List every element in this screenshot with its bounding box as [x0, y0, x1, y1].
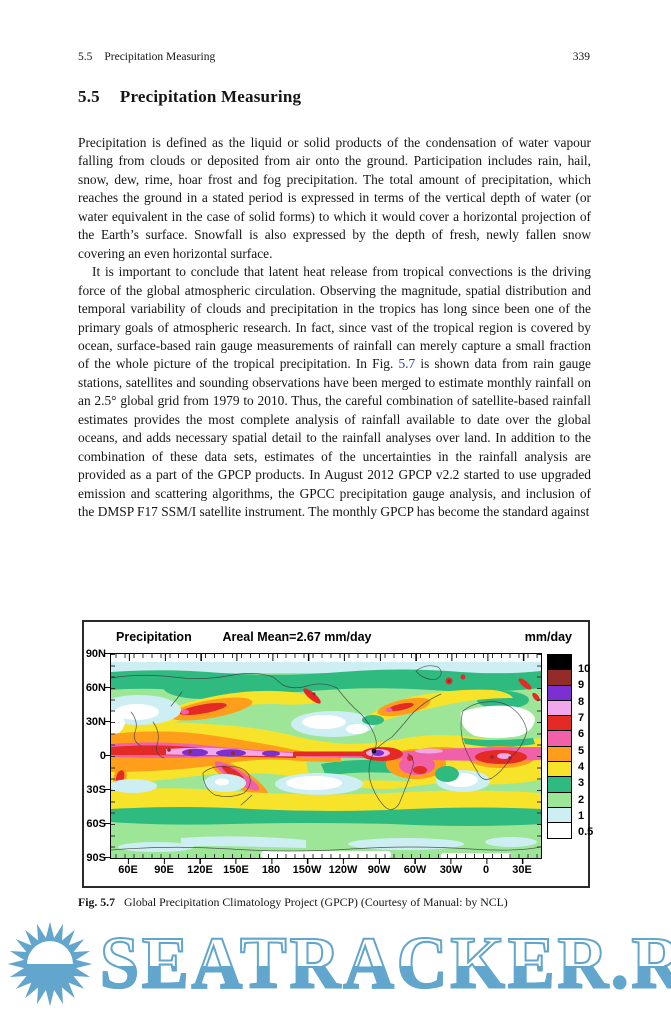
sun-logo-icon	[7, 921, 93, 1007]
left-axis-major-ticks	[104, 653, 110, 859]
colorbar-swatch	[547, 669, 572, 686]
colorbar-label-2: 2	[578, 794, 585, 806]
body-text: Precipitation is defined as the liquid o…	[78, 134, 591, 522]
figure-5-7-link[interactable]: 5.7	[398, 356, 416, 372]
colorbar-swatch	[547, 745, 572, 763]
figure-caption-text: Global Precipitation Climatology Project…	[124, 895, 508, 909]
paragraph-2-text: It is important to conclude that latent …	[78, 264, 591, 372]
colorbar-swatch	[547, 776, 572, 793]
figure-unit-label: mm/day	[524, 630, 572, 644]
colorbar-label-8: 8	[578, 696, 585, 708]
lon-label-90w: 90W	[367, 864, 391, 876]
running-section-number: 5.5	[78, 51, 93, 63]
lon-label-90e: 90E	[154, 864, 174, 876]
colorbar-swatch	[547, 791, 572, 808]
colorbar-swatch	[547, 715, 572, 732]
lon-label-30e: 30E	[512, 864, 532, 876]
colorbar-swatch	[547, 699, 572, 717]
colorbar-label-4: 4	[578, 761, 585, 773]
lon-label-60w: 60W	[403, 864, 427, 876]
page-number: 339	[572, 51, 590, 63]
lon-label-60e: 60E	[118, 864, 138, 876]
gpcp-map-svg	[111, 654, 541, 858]
watermark-text: SEATRACKER.RU	[99, 925, 671, 1001]
colorbar-label-10: 10	[578, 663, 591, 675]
lat-label-60s: 60S	[86, 818, 106, 830]
figure-5-7: Precipitation Areal Mean=2.67 mm/day mm/…	[82, 620, 593, 888]
lon-label-120e: 120E	[187, 864, 213, 876]
colorbar-swatch	[547, 822, 572, 839]
lat-label-90s: 90S	[86, 852, 106, 864]
colorbar-swatch	[547, 761, 572, 778]
lon-label-120w: 120W	[328, 864, 358, 876]
colorbar-swatch	[547, 654, 572, 671]
colorbar-label-1: 1	[578, 810, 585, 822]
colorbar-label-6: 6	[578, 728, 585, 740]
colorbar-swatch	[547, 806, 572, 824]
figure-caption: Fig. 5.7 Global Precipitation Climatology…	[78, 895, 591, 910]
lon-label-180: 180	[261, 864, 281, 876]
running-header-left: 5.5 Precipitation Measuring	[78, 51, 215, 63]
colorbar-label-5: 5	[578, 745, 585, 757]
colorbar-label-3: 3	[578, 777, 585, 789]
lat-label-30s: 30S	[86, 784, 106, 796]
lon-label-150e: 150E	[223, 864, 249, 876]
section-heading: 5.5 Precipitation Measuring	[78, 87, 301, 107]
lon-label-150w: 150W	[292, 864, 322, 876]
bottom-axis-major-ticks	[110, 858, 540, 864]
paragraph-2-text-cont: is shown data from rain gauge stations, …	[78, 356, 591, 520]
paragraph-1: Precipitation is defined as the liquid o…	[78, 135, 591, 261]
colorbar-swatch	[547, 684, 572, 701]
figure-caption-label: Fig. 5.7	[78, 895, 116, 909]
lat-label-0: 0	[99, 750, 106, 762]
running-section-title: Precipitation Measuring	[104, 51, 216, 63]
colorbar-swatch	[547, 730, 572, 747]
lat-label-60n: 60N	[85, 682, 106, 694]
section-title: Precipitation Measuring	[119, 87, 302, 106]
figure-areal-mean: Areal Mean=2.67 mm/day	[222, 630, 372, 644]
colorbar	[547, 654, 572, 839]
coastlines	[111, 665, 541, 852]
lon-label-30w: 30W	[439, 864, 463, 876]
gpcp-map	[110, 653, 542, 859]
lat-label-90n: 90N	[85, 648, 106, 660]
watermark: SEATRACKER.RU	[0, 918, 671, 1010]
lat-label-30n: 30N	[85, 716, 106, 728]
colorbar-label-9: 9	[578, 679, 585, 691]
colorbar-label-05: 0.5	[578, 826, 594, 838]
running-header: 5.5 Precipitation Measuring 339	[78, 51, 590, 63]
paragraph-2: It is important to conclude that latent …	[78, 263, 591, 521]
figure-title-left: Precipitation	[116, 630, 192, 644]
colorbar-label-7: 7	[578, 712, 585, 724]
lon-label-0: 0	[482, 864, 490, 876]
section-number: 5.5	[78, 87, 100, 106]
